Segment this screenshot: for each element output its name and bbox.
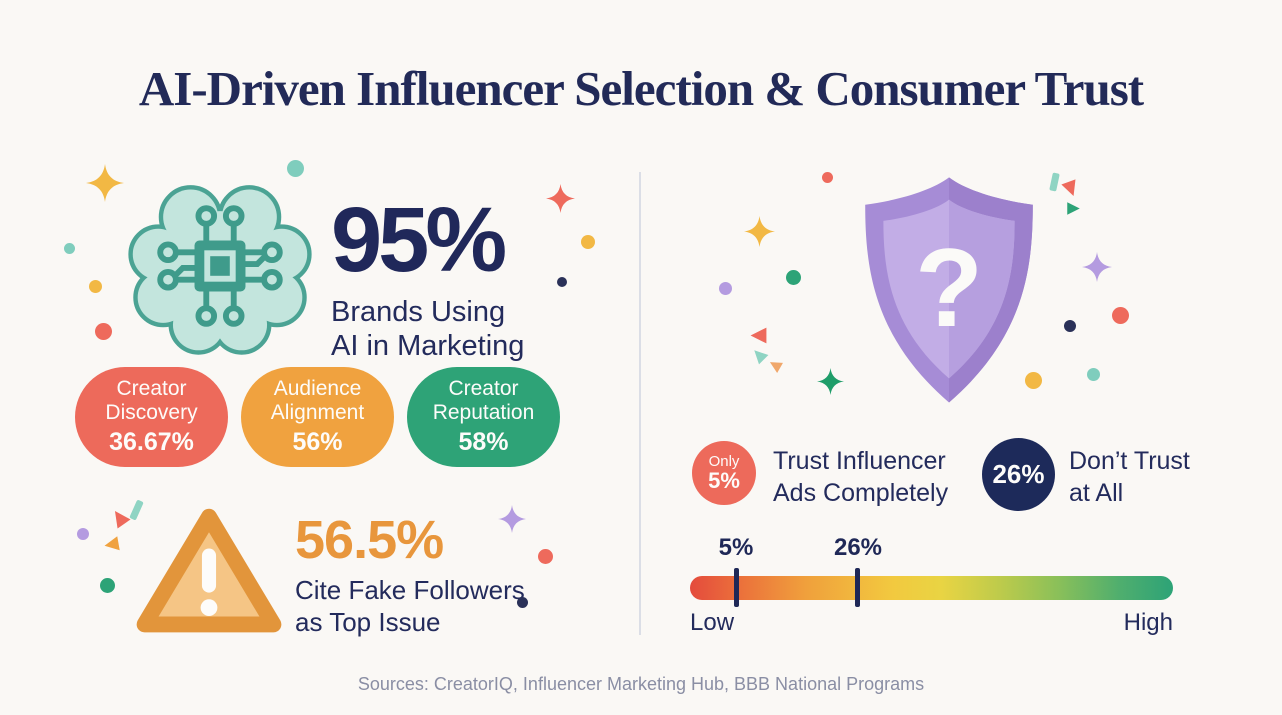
confetti-triangle-icon	[1059, 177, 1082, 200]
fake-followers-caption: Cite Fake Followers as Top Issue	[295, 575, 525, 637]
trust-shield-icon: ?	[865, 177, 1033, 403]
ai-brain-chip-icon	[128, 185, 312, 355]
warning-triangle-icon	[136, 508, 282, 633]
ai-adoption-value: 95%	[331, 189, 507, 291]
confetti-dot-icon	[581, 235, 595, 249]
sources-footer: Sources: CreatorIQ, Influencer Marketing…	[357, 674, 925, 694]
confetti-dot-icon	[95, 323, 112, 340]
trust-gradient-bar	[690, 576, 1173, 600]
confetti-dot-icon	[89, 280, 102, 293]
trust-completely-badge: Only 5%	[692, 441, 756, 505]
dont-trust-label: Don’t Trust at All	[1069, 447, 1190, 507]
pill-creator-discovery: Creator Discovery 36.67%	[75, 367, 228, 467]
confetti-dot-icon	[1112, 307, 1129, 324]
scale-marker-5pct: 5%	[718, 534, 754, 561]
scale-marker-26pct: 26%	[833, 534, 883, 561]
scale-tick-26pct	[855, 568, 860, 607]
fake-followers-value: 56.5%	[295, 510, 444, 570]
panel-divider	[639, 172, 641, 635]
fake-followers-stat: 56.5% Cite Fake Followers as Top Issue	[295, 513, 525, 638]
confetti-triangle-icon	[765, 355, 784, 374]
ai-adoption-stat: 95% Brands Using AI in Marketing	[331, 194, 524, 363]
scale-low-label: Low	[690, 609, 735, 636]
scale-tick-5pct	[734, 568, 739, 607]
confetti-dot-icon	[1087, 368, 1100, 381]
confetti-dot-icon	[64, 243, 75, 254]
svg-text:?: ?	[915, 225, 983, 350]
confetti-triangle-icon	[1066, 201, 1081, 216]
confetti-dot-icon	[719, 282, 732, 295]
scale-high-label: High	[1123, 609, 1173, 636]
confetti-dot-icon	[822, 172, 833, 183]
confetti-dot-icon	[100, 578, 115, 593]
sparkle-icon	[86, 164, 124, 202]
confetti-triangle-icon	[102, 535, 122, 555]
pill-value: 58%	[458, 427, 509, 456]
dont-trust-badge: 26%	[982, 438, 1055, 511]
confetti-dot-icon	[557, 277, 567, 287]
trust-scale: 5% 26% Low High	[690, 534, 1173, 636]
confetti-dot-icon	[1064, 320, 1076, 332]
trust-completely-label: Trust Influencer Ads Completely	[773, 447, 949, 507]
sparkle-icon	[744, 216, 775, 247]
confetti-triangle-icon	[106, 504, 132, 530]
ai-use-case-pills: Creator Discovery 36.67% Audience Alignm…	[75, 367, 560, 467]
page-title: AI-Driven Influencer Selection & Consume…	[138, 61, 1144, 116]
confetti-dot-icon	[77, 528, 89, 540]
confetti-dot-icon	[786, 270, 801, 285]
confetti-triangle-icon	[748, 344, 771, 367]
sparkle-icon	[1082, 252, 1112, 282]
confetti-triangle-icon	[749, 326, 768, 345]
ai-adoption-caption: Brands Using AI in Marketing	[331, 296, 525, 363]
sparkle-icon	[546, 184, 575, 213]
pill-audience-alignment: Audience Alignment 56%	[241, 367, 394, 467]
pill-value: 56%	[292, 427, 343, 456]
pill-creator-reputation: Creator Reputation 58%	[407, 367, 560, 467]
pill-value: 36.67%	[109, 427, 194, 456]
confetti-dot-icon	[538, 549, 553, 564]
sparkle-icon	[817, 368, 844, 395]
